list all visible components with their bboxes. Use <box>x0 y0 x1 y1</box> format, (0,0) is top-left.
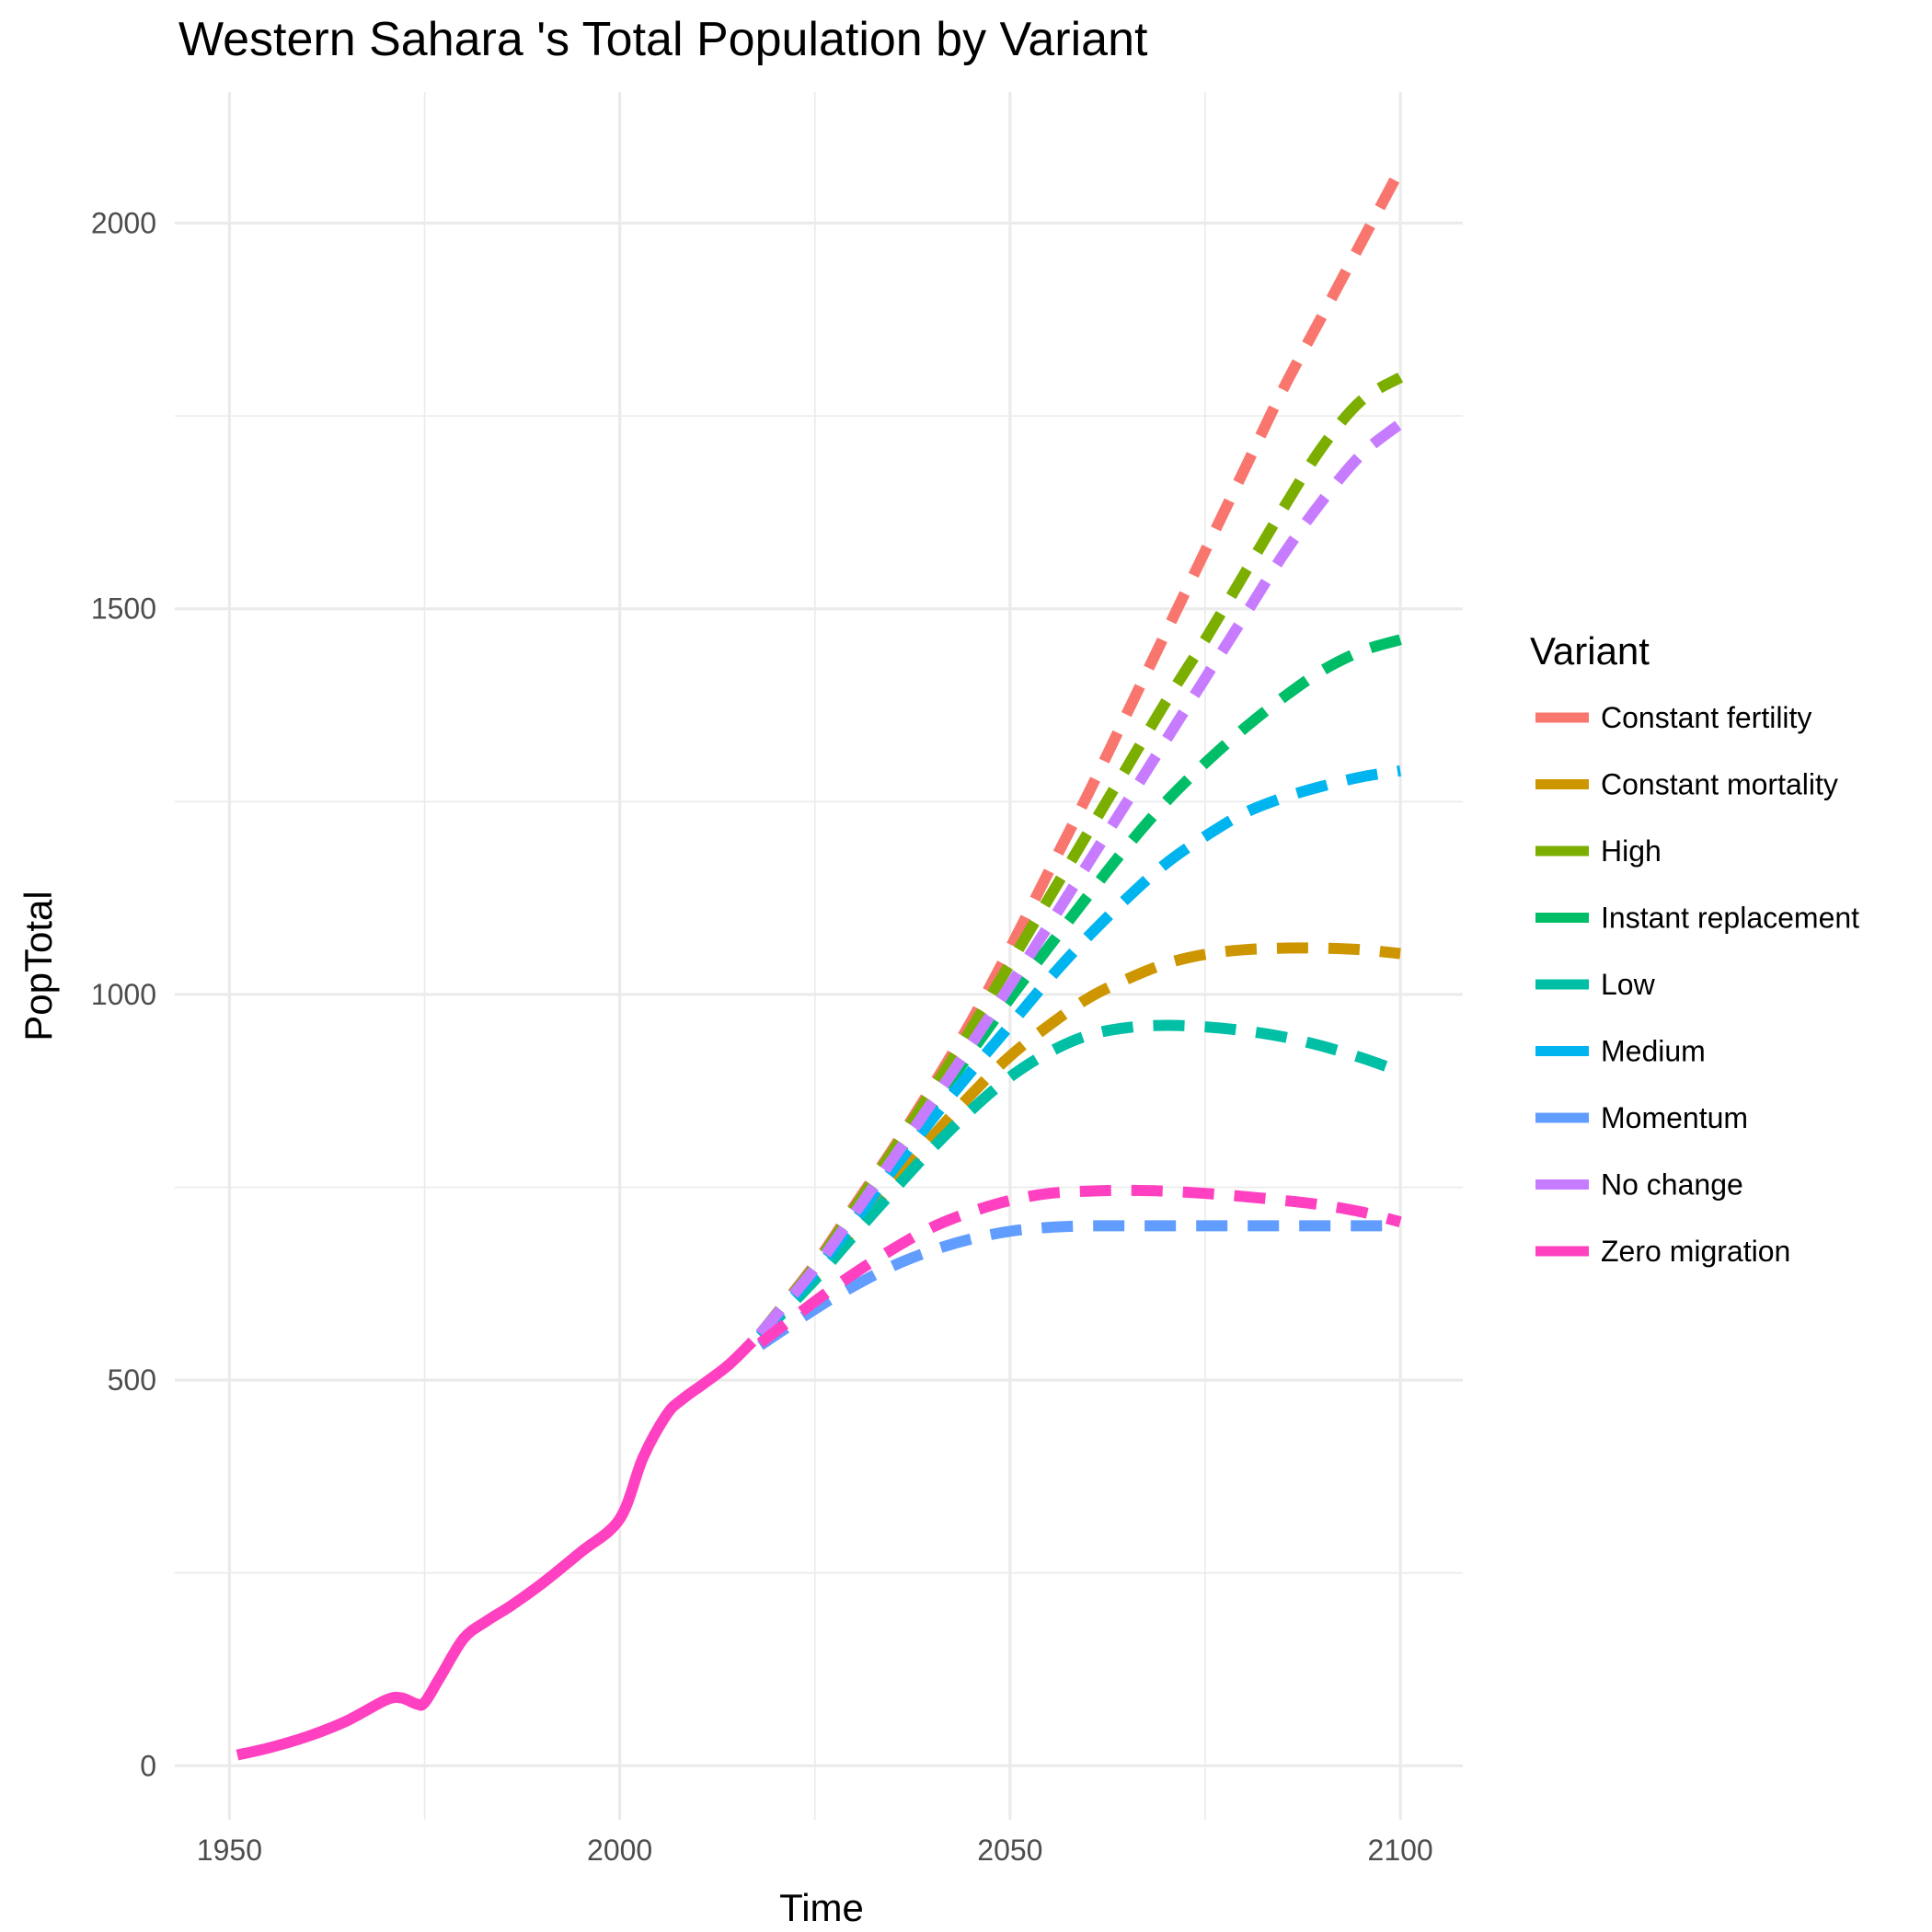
legend-label-instant-replacement: Instant replacement <box>1601 902 1859 935</box>
legend-title: Variant <box>1530 629 1650 673</box>
series-line-no-change <box>755 419 1404 1338</box>
y-tick-label: 500 <box>108 1363 156 1397</box>
legend-label-constant-mortality: Constant mortality <box>1601 768 1838 801</box>
series-line-constant-fertility <box>755 167 1406 1338</box>
series-line-low <box>756 1019 1403 1340</box>
legend-label-no-change: No change <box>1601 1168 1743 1202</box>
y-tick-label: 2000 <box>91 207 156 240</box>
x-tick-label: 2100 <box>1368 1834 1433 1867</box>
x-axis-ticks: 1950 2000 2050 2100 <box>197 1834 1433 1867</box>
legend-label-momentum: Momentum <box>1601 1101 1748 1134</box>
x-tick-label: 1950 <box>197 1834 262 1867</box>
series-line-momentum <box>757 1220 1401 1351</box>
y-tick-label: 1500 <box>91 592 156 626</box>
series-layer <box>236 167 1406 1761</box>
y-axis-ticks: 0 500 1000 1500 2000 <box>91 207 156 1783</box>
legend-label-low: Low <box>1601 968 1656 1001</box>
series-line-zero-migration <box>756 1184 1402 1348</box>
legend-label-medium: Medium <box>1601 1035 1706 1068</box>
legend-label-zero-migration: Zero migration <box>1601 1235 1790 1268</box>
x-tick-label: 2000 <box>587 1834 652 1867</box>
y-tick-label: 1000 <box>91 978 156 1011</box>
y-axis-title: PopTotal <box>17 891 60 1041</box>
series-line-historical <box>236 1337 757 1761</box>
x-axis-title: Time <box>779 1886 864 1929</box>
chart-title: Western Sahara 's Total Population by Va… <box>178 13 1148 66</box>
legend-label-high: High <box>1601 834 1662 868</box>
legend-label-constant-fertility: Constant fertility <box>1601 701 1811 734</box>
x-tick-label: 2050 <box>977 1834 1042 1867</box>
y-tick-label: 0 <box>140 1749 156 1782</box>
legend: Variant Constant fertility Constant morta… <box>1530 629 1859 1268</box>
grid <box>175 92 1463 1820</box>
